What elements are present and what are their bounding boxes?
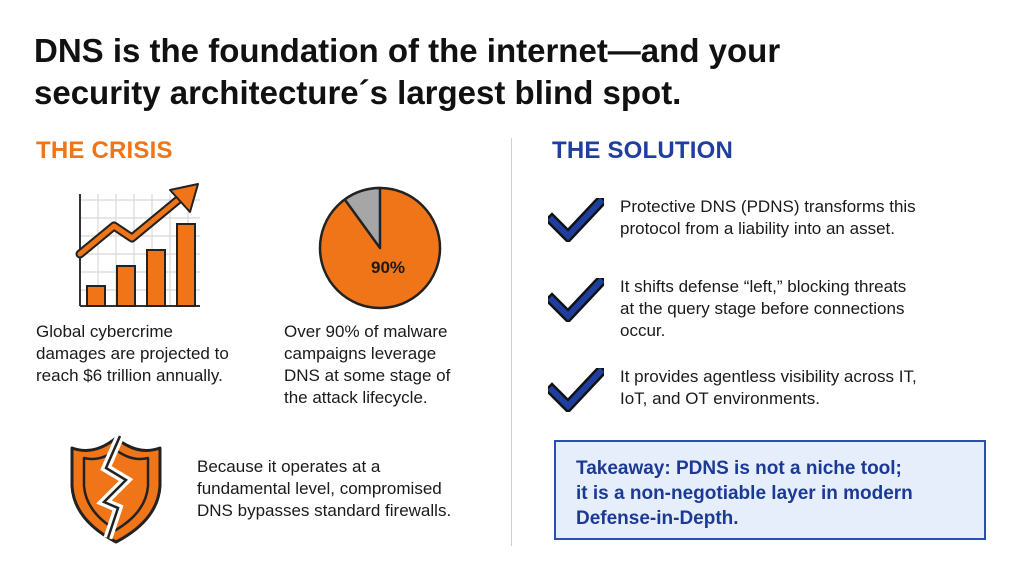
- growth-chart-icon: [75, 183, 200, 307]
- takeaway-box: Takeaway: PDNS is not a niche tool; it i…: [554, 440, 986, 540]
- broken-shield-icon: [70, 434, 162, 544]
- title-line-2: security architecture´s largest blind sp…: [34, 74, 682, 111]
- crisis-heading: THE CRISIS: [36, 137, 173, 164]
- page-title: DNS is the foundation of the internet—an…: [34, 30, 994, 114]
- crisis-text-firewalls: Because it operates at a fundamental lev…: [197, 457, 452, 520]
- solution-item-shift-left: It shifts defense “left,” blocking threa…: [620, 277, 907, 340]
- pie-chart-icon: [318, 186, 442, 310]
- crisis-text-malware: Over 90% of malware campaigns leverage D…: [284, 322, 451, 407]
- title-line-1: DNS is the foundation of the internet—an…: [34, 32, 781, 69]
- solution-item-visibility: It provides agentless visibility across …: [620, 367, 917, 408]
- pie-percentage-label: 90%: [370, 258, 406, 277]
- checkmark-icon: [548, 198, 604, 242]
- checkmark-icon: [548, 278, 604, 322]
- crisis-text-cybercrime: Global cybercrime damages are projected …: [36, 322, 229, 385]
- section-divider: [511, 138, 512, 546]
- takeaway-text: Takeaway: PDNS is not a niche tool; it i…: [576, 458, 913, 529]
- solution-heading: THE SOLUTION: [552, 137, 734, 164]
- checkmark-icon: [548, 368, 604, 412]
- solution-item-pdns: Protective DNS (PDNS) transforms this pr…: [620, 197, 916, 238]
